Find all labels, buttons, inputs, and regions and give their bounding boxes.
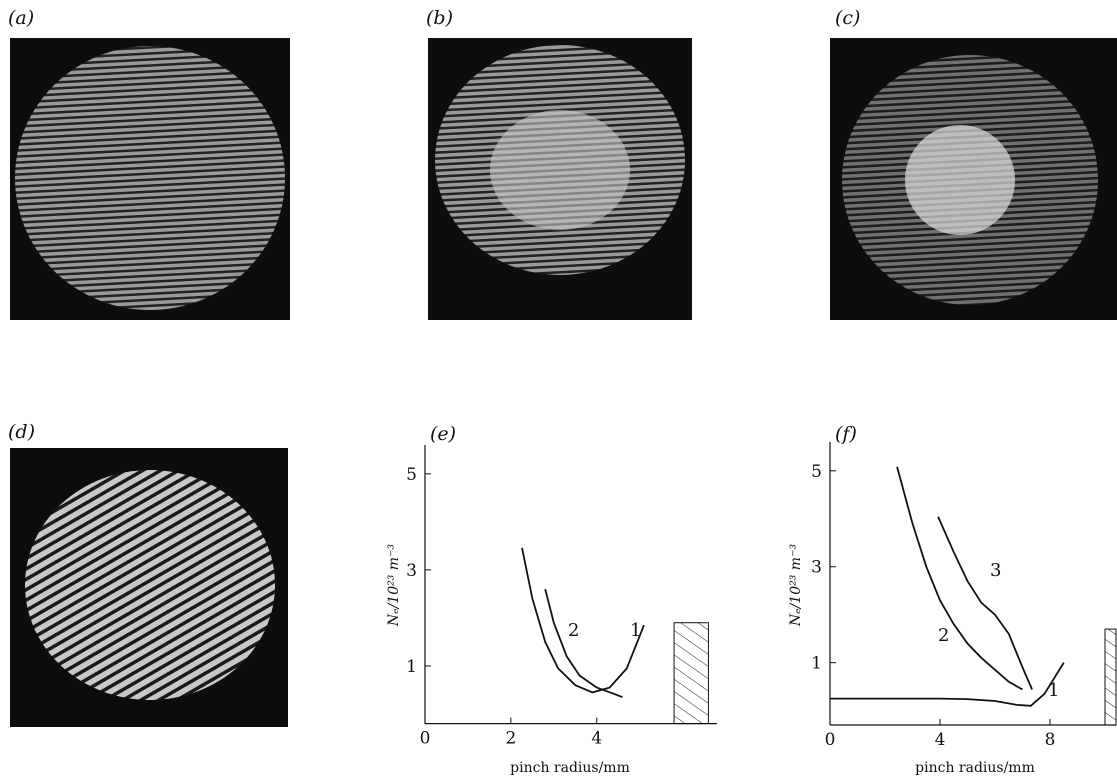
series-line xyxy=(830,662,1065,707)
photo-c xyxy=(830,38,1117,320)
panel-label: (d) xyxy=(8,421,35,443)
series-line xyxy=(896,466,1023,691)
chart-title: (f) xyxy=(835,423,857,445)
y-axis-label: Nₑ/10²³ m⁻³ xyxy=(386,544,402,628)
series-label: 2 xyxy=(938,625,949,646)
hatched-region xyxy=(1104,628,1117,726)
y-tick-label: 5 xyxy=(406,465,417,485)
x-axis-label: pinch radius/mm xyxy=(510,760,630,776)
x-tick-label: 8 xyxy=(1045,730,1056,750)
y-tick-label: 1 xyxy=(811,654,822,674)
photo-b xyxy=(428,38,692,320)
y-axis-label: Nₑ/10²³ m⁻³ xyxy=(788,544,804,628)
panel-label: (a) xyxy=(8,7,34,29)
y-tick-label: 1 xyxy=(406,657,417,677)
y-tick-label: 3 xyxy=(406,561,417,581)
panel-label: (b) xyxy=(426,7,453,29)
x-tick-label: 0 xyxy=(825,730,836,750)
panel-label: (c) xyxy=(835,7,860,29)
photo-a xyxy=(10,38,290,320)
y-tick-label: 5 xyxy=(811,462,822,482)
y-tick-label: 3 xyxy=(811,558,822,578)
series-label: 2 xyxy=(568,620,579,641)
photo-d xyxy=(10,448,288,727)
series-line xyxy=(937,516,1033,690)
series-label: 3 xyxy=(990,560,1001,581)
hatched-region xyxy=(673,622,709,725)
series-label: 1 xyxy=(630,620,641,641)
x-tick-label: 4 xyxy=(591,729,602,749)
x-tick-label: 2 xyxy=(505,729,516,749)
chart-title: (e) xyxy=(430,423,456,445)
series-line xyxy=(521,547,645,694)
series-line xyxy=(544,588,623,699)
x-axis-label: pinch radius/mm xyxy=(915,760,1035,776)
x-tick-label: 4 xyxy=(935,730,946,750)
x-tick-label: 0 xyxy=(420,729,431,749)
series-label: 1 xyxy=(1048,680,1059,701)
